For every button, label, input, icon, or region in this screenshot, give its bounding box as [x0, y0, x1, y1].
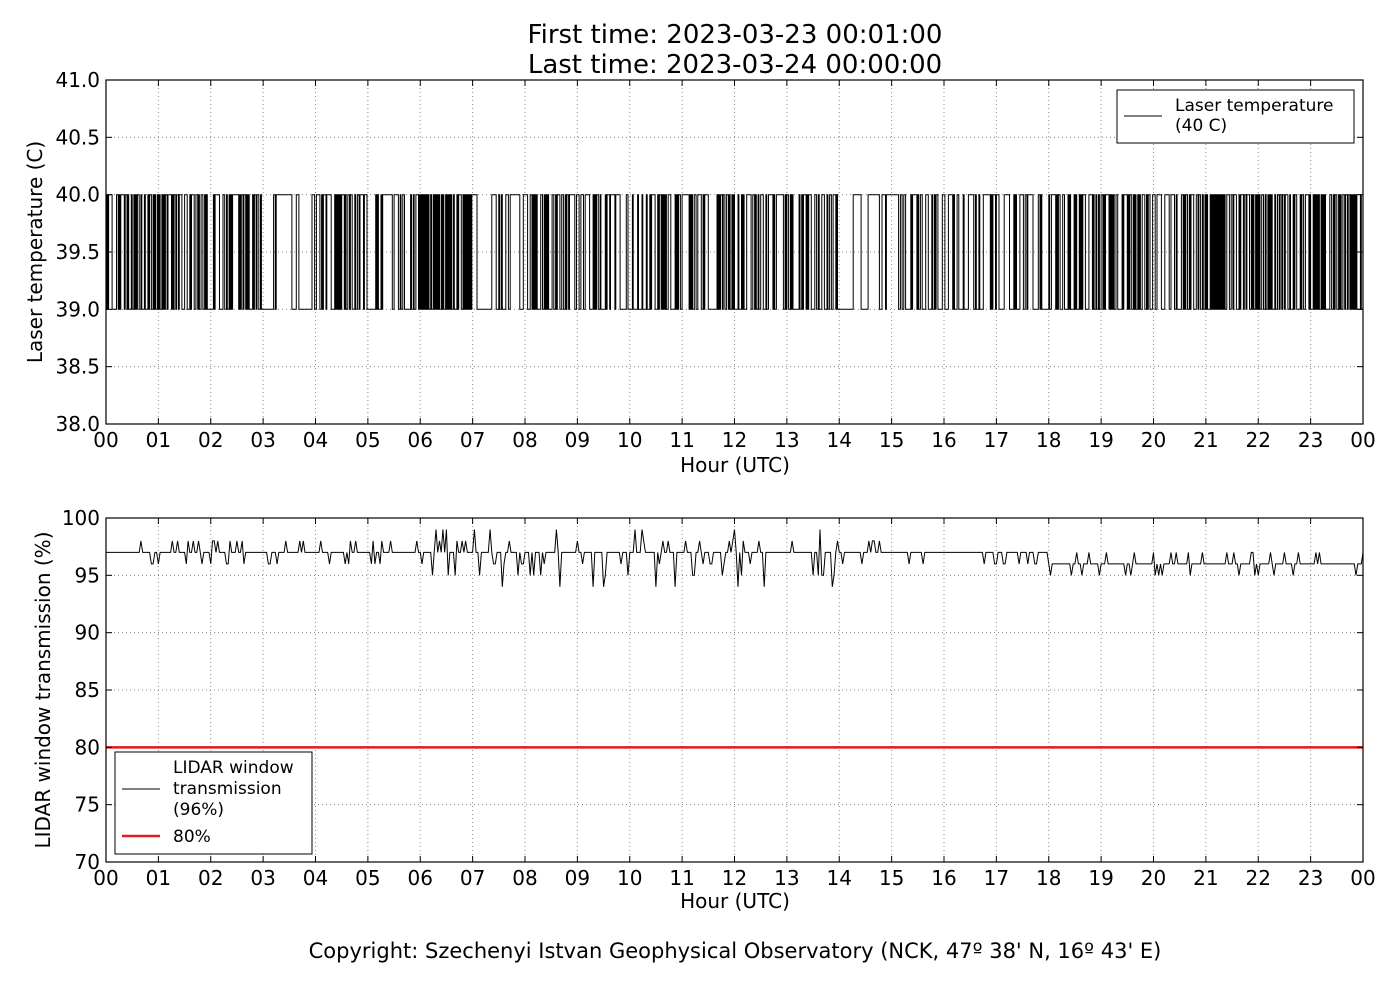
y-tick-label: 39.0 [55, 297, 100, 321]
x-tick-label: 10 [617, 866, 642, 890]
x-tick-label: 17 [984, 428, 1009, 452]
x-tick-label: 11 [669, 428, 694, 452]
x-tick-label: 10 [617, 428, 642, 452]
legend-label-laser-temperature-1: Laser temperature [1175, 96, 1333, 116]
y-tick-label: 100 [62, 506, 100, 530]
x-tick-label: 14 [827, 866, 852, 890]
x-tick-label: 13 [774, 866, 799, 890]
x-tick-label: 03 [250, 428, 275, 452]
x-tick-label: 01 [146, 428, 171, 452]
x-ticks-bottom: 00 01 02 03 04 05 06 07 08 09 10 11 12 13 14 15 16 17 18 19… [93, 518, 1376, 890]
y-tick-label: 41.0 [55, 68, 100, 92]
x-tick-label: 11 [669, 866, 694, 890]
x-axis-label-bottom: Hour (UTC) [680, 889, 790, 913]
x-tick-label: 17 [984, 866, 1009, 890]
x-tick-label: 13 [774, 428, 799, 452]
y-tick-label: 39.5 [55, 240, 100, 264]
x-tick-label: 15 [879, 866, 904, 890]
y-tick-label: 90 [75, 621, 100, 645]
x-tick-label: 16 [931, 428, 956, 452]
legend-top: Laser temperature (40 C) [1116, 89, 1355, 144]
legend-label-lidar-2: transmission [173, 779, 282, 799]
x-tick-label: 01 [146, 866, 171, 890]
x-tick-label: 00 [93, 428, 118, 452]
x-tick-label: 05 [355, 866, 380, 890]
y-tick-label: 95 [75, 563, 100, 587]
y-tick-label: 70 [75, 850, 100, 874]
x-ticks-top: 00 01 02 03 04 05 06 07 08 09 10 11 12 13 14 15 16 17 18 19… [93, 80, 1376, 452]
lidar-transmission-series [106, 529, 1364, 587]
x-tick-label: 16 [931, 866, 956, 890]
y-tick-label: 40.0 [55, 183, 100, 207]
y-tick-label: 75 [75, 793, 100, 817]
lidar-transmission-line [106, 529, 1364, 587]
lidar-transmission-plot: 70 75 80 85 90 95 100 00 01 02 03 04 05 06 07 08 09 10 11… [31, 506, 1376, 913]
legend-bottom: LIDAR window transmission (96%) 80% [114, 751, 313, 855]
x-tick-label: 19 [1088, 866, 1113, 890]
y-tick-label: 85 [75, 678, 100, 702]
y-tick-label: 38.0 [55, 412, 100, 436]
x-tick-label: 08 [512, 428, 537, 452]
copyright-text: Copyright: Szechenyi Istvan Geophysical … [309, 939, 1162, 963]
legend-label-lidar-1: LIDAR window [173, 758, 294, 778]
x-tick-label: 23 [1298, 428, 1323, 452]
x-tick-label: 20 [1141, 428, 1166, 452]
x-tick-label: 12 [722, 428, 747, 452]
grid-bottom [106, 518, 1363, 862]
y-tick-label: 80 [75, 735, 100, 759]
x-tick-label: 22 [1246, 428, 1271, 452]
x-tick-label: 02 [198, 866, 223, 890]
x-tick-label: 06 [408, 866, 433, 890]
x-tick-label: 07 [460, 428, 485, 452]
legend-label-lidar-3: (96%) [173, 800, 224, 820]
x-tick-label: 03 [250, 866, 275, 890]
x-tick-label: 09 [565, 428, 590, 452]
x-tick-label: 02 [198, 428, 223, 452]
legend-label-threshold: 80% [173, 827, 211, 847]
x-tick-label: 23 [1298, 866, 1323, 890]
x-tick-label: 06 [408, 428, 433, 452]
x-tick-label: 14 [827, 428, 852, 452]
x-tick-label: 00 [1350, 428, 1375, 452]
laser-temperature-series [106, 194, 1363, 310]
x-tick-label: 21 [1193, 428, 1218, 452]
y-axis-label-bottom: LIDAR window transmission (%) [31, 532, 55, 849]
y-ticks-top: 38.0 38.5 39.0 39.5 40.0 40.5 41.0 [55, 68, 1363, 436]
x-tick-label: 00 [1350, 866, 1375, 890]
x-tick-label: 04 [303, 428, 328, 452]
x-tick-label: 05 [355, 428, 380, 452]
legend-label-laser-temperature-2: (40 C) [1175, 116, 1227, 136]
laser-temperature-plot: 38.038.539.039.540.040.541.0 00 01 02 03 04 0… [23, 68, 1376, 477]
y-tick-label: 40.5 [55, 125, 100, 149]
x-tick-label: 04 [303, 866, 328, 890]
x-tick-label: 08 [512, 866, 537, 890]
x-tick-label: 15 [879, 428, 904, 452]
chart-title-line2: Last time: 2023-03-24 00:00:00 [528, 50, 942, 80]
laser-temperature-line [106, 194, 1363, 310]
y-axis-label-top: Laser temperature (C) [23, 141, 47, 363]
y-tick-label: 38.5 [55, 355, 100, 379]
x-tick-label: 20 [1141, 866, 1166, 890]
x-axis-label-top: Hour (UTC) [680, 453, 790, 477]
x-tick-label: 19 [1088, 428, 1113, 452]
x-tick-label: 09 [565, 866, 590, 890]
x-tick-label: 00 [93, 866, 118, 890]
chart-title-line1: First time: 2023-03-23 00:01:00 [528, 20, 943, 50]
x-tick-label: 22 [1246, 866, 1271, 890]
x-tick-label: 07 [460, 866, 485, 890]
x-tick-label: 12 [722, 866, 747, 890]
x-tick-label: 18 [1036, 428, 1061, 452]
x-tick-label: 21 [1193, 866, 1218, 890]
y-ticks-bottom: 70 75 80 85 90 95 100 [62, 506, 1363, 874]
x-tick-label: 18 [1036, 866, 1061, 890]
